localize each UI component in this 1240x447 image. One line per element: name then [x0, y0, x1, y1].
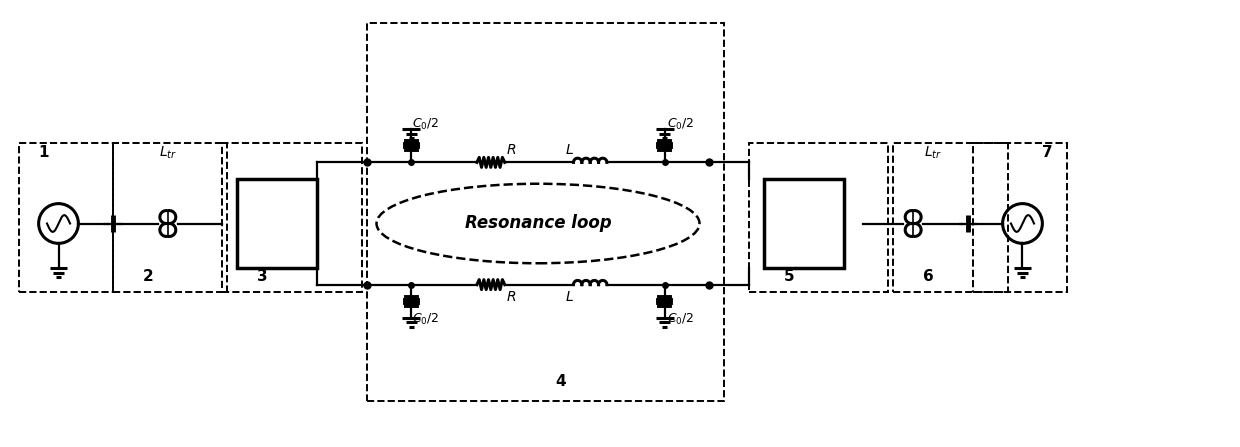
- Text: $L$: $L$: [565, 290, 574, 304]
- Bar: [237, 179, 317, 268]
- Text: MMC1: MMC1: [249, 215, 305, 232]
- Text: Resonance loop: Resonance loop: [465, 215, 611, 232]
- Text: $R$: $R$: [506, 290, 516, 304]
- Text: 3: 3: [257, 269, 268, 284]
- Text: $R$: $R$: [506, 143, 516, 157]
- Text: 6: 6: [923, 269, 934, 284]
- Text: $C_0/2$: $C_0/2$: [412, 312, 439, 327]
- Text: 4: 4: [556, 374, 565, 388]
- Text: 7: 7: [1042, 145, 1053, 160]
- Bar: [367, 23, 724, 401]
- Bar: [19, 143, 113, 291]
- Text: $C_0/2$: $C_0/2$: [412, 117, 439, 132]
- Bar: [764, 179, 843, 268]
- Bar: [973, 143, 1068, 291]
- Bar: [222, 143, 362, 291]
- Text: MMC2: MMC2: [775, 215, 832, 232]
- Text: $C_0/2$: $C_0/2$: [667, 312, 693, 327]
- Bar: [113, 143, 227, 291]
- Text: $L_{tr}$: $L_{tr}$: [159, 144, 177, 160]
- Text: 5: 5: [784, 269, 795, 284]
- Bar: [749, 143, 888, 291]
- Text: $C_0/2$: $C_0/2$: [667, 117, 693, 132]
- Bar: [893, 143, 1008, 291]
- Text: 1: 1: [38, 145, 48, 160]
- Text: $L$: $L$: [565, 143, 574, 157]
- Text: 2: 2: [143, 269, 154, 284]
- Text: $L_{tr}$: $L_{tr}$: [924, 144, 942, 160]
